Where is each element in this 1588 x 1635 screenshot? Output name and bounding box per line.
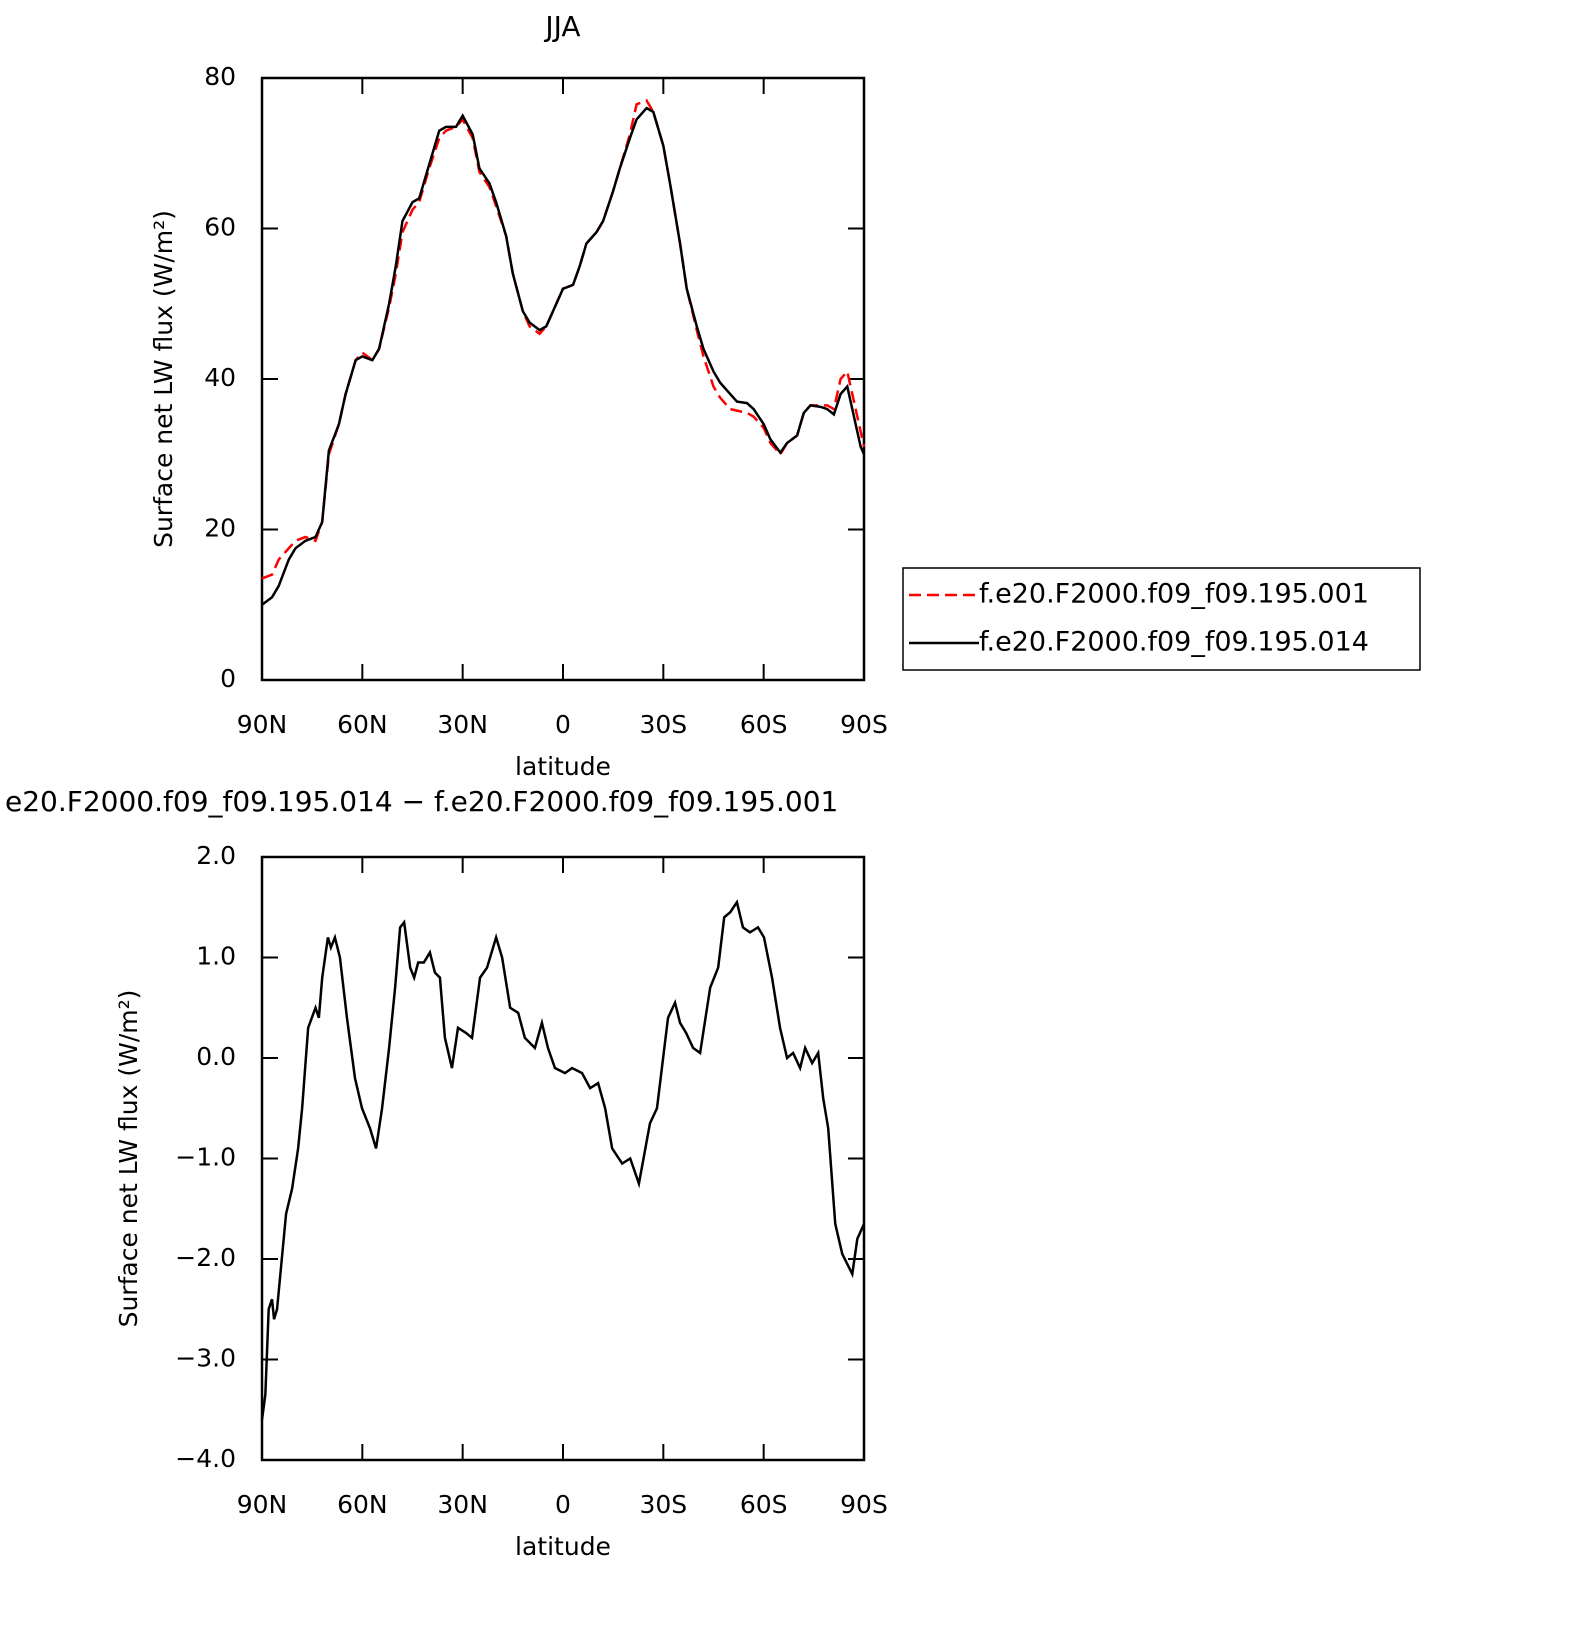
y-tick-label: 40 [204,363,236,392]
plot-frame [260,76,866,682]
x-tick-label: 30N [437,710,488,739]
x-tick-label: 90N [237,1490,288,1519]
x-tick-label: 30S [639,1490,687,1519]
y-tick-label: 60 [204,213,236,242]
y-tick-label: 80 [204,62,236,91]
legend-box [902,567,1421,671]
y-tick-label: 1.0 [196,942,236,971]
data-line [261,99,866,580]
y-tick-label: 2.0 [196,841,236,870]
y-tick-label: 20 [204,514,236,543]
x-tick-label: 90S [840,1490,888,1519]
x-tick-label: 90N [237,710,288,739]
chart-title: JJA [543,10,580,43]
data-line [260,899,866,1420]
plot-frame [260,855,866,1462]
x-tick-label: 90S [840,710,888,739]
y-axis-label: Surface net LW flux (W/m²) [149,210,178,548]
x-tick-label: 60S [740,710,788,739]
y-tick-label: −4.0 [175,1444,236,1473]
x-tick-label: 30N [437,1490,488,1519]
x-axis-label: latitude [515,752,611,781]
x-axis-label: latitude [515,1532,611,1561]
y-tick-label: −3.0 [175,1344,236,1373]
y-tick-label: −2.0 [175,1243,236,1272]
chart-title: e20.F2000.f09_f09.195.014 − f.e20.F2000.… [5,785,838,818]
x-tick-label: 30S [639,710,687,739]
x-tick-label: 0 [555,1490,571,1519]
y-axis-label: Surface net LW flux (W/m²) [114,990,143,1328]
y-tick-label: −1.0 [175,1143,236,1172]
y-tick-label: 0.0 [196,1042,236,1071]
x-tick-label: 60S [740,1490,788,1519]
legend-label: f.e20.F2000.f09_f09.195.014 [979,627,1369,658]
data-line [261,106,866,606]
x-tick-label: 0 [555,710,571,739]
y-tick-label: 0 [220,664,236,693]
x-tick-label: 60N [337,710,388,739]
legend-label: f.e20.F2000.f09_f09.195.001 [979,579,1369,610]
x-tick-label: 60N [337,1490,388,1519]
